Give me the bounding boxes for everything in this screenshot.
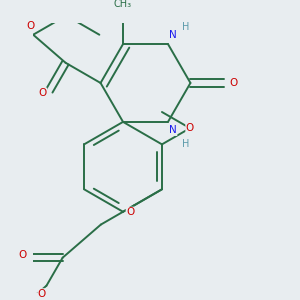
Text: O: O [27,21,35,31]
Text: CH₃: CH₃ [114,0,132,9]
Text: O: O [229,78,237,88]
Text: O: O [18,250,26,260]
Text: H: H [182,139,189,149]
Text: O: O [126,207,134,217]
Text: N: N [169,125,177,136]
Text: O: O [38,289,46,299]
Text: H: H [182,22,189,32]
Text: O: O [38,88,47,98]
Text: N: N [169,31,177,40]
Text: O: O [186,123,194,133]
